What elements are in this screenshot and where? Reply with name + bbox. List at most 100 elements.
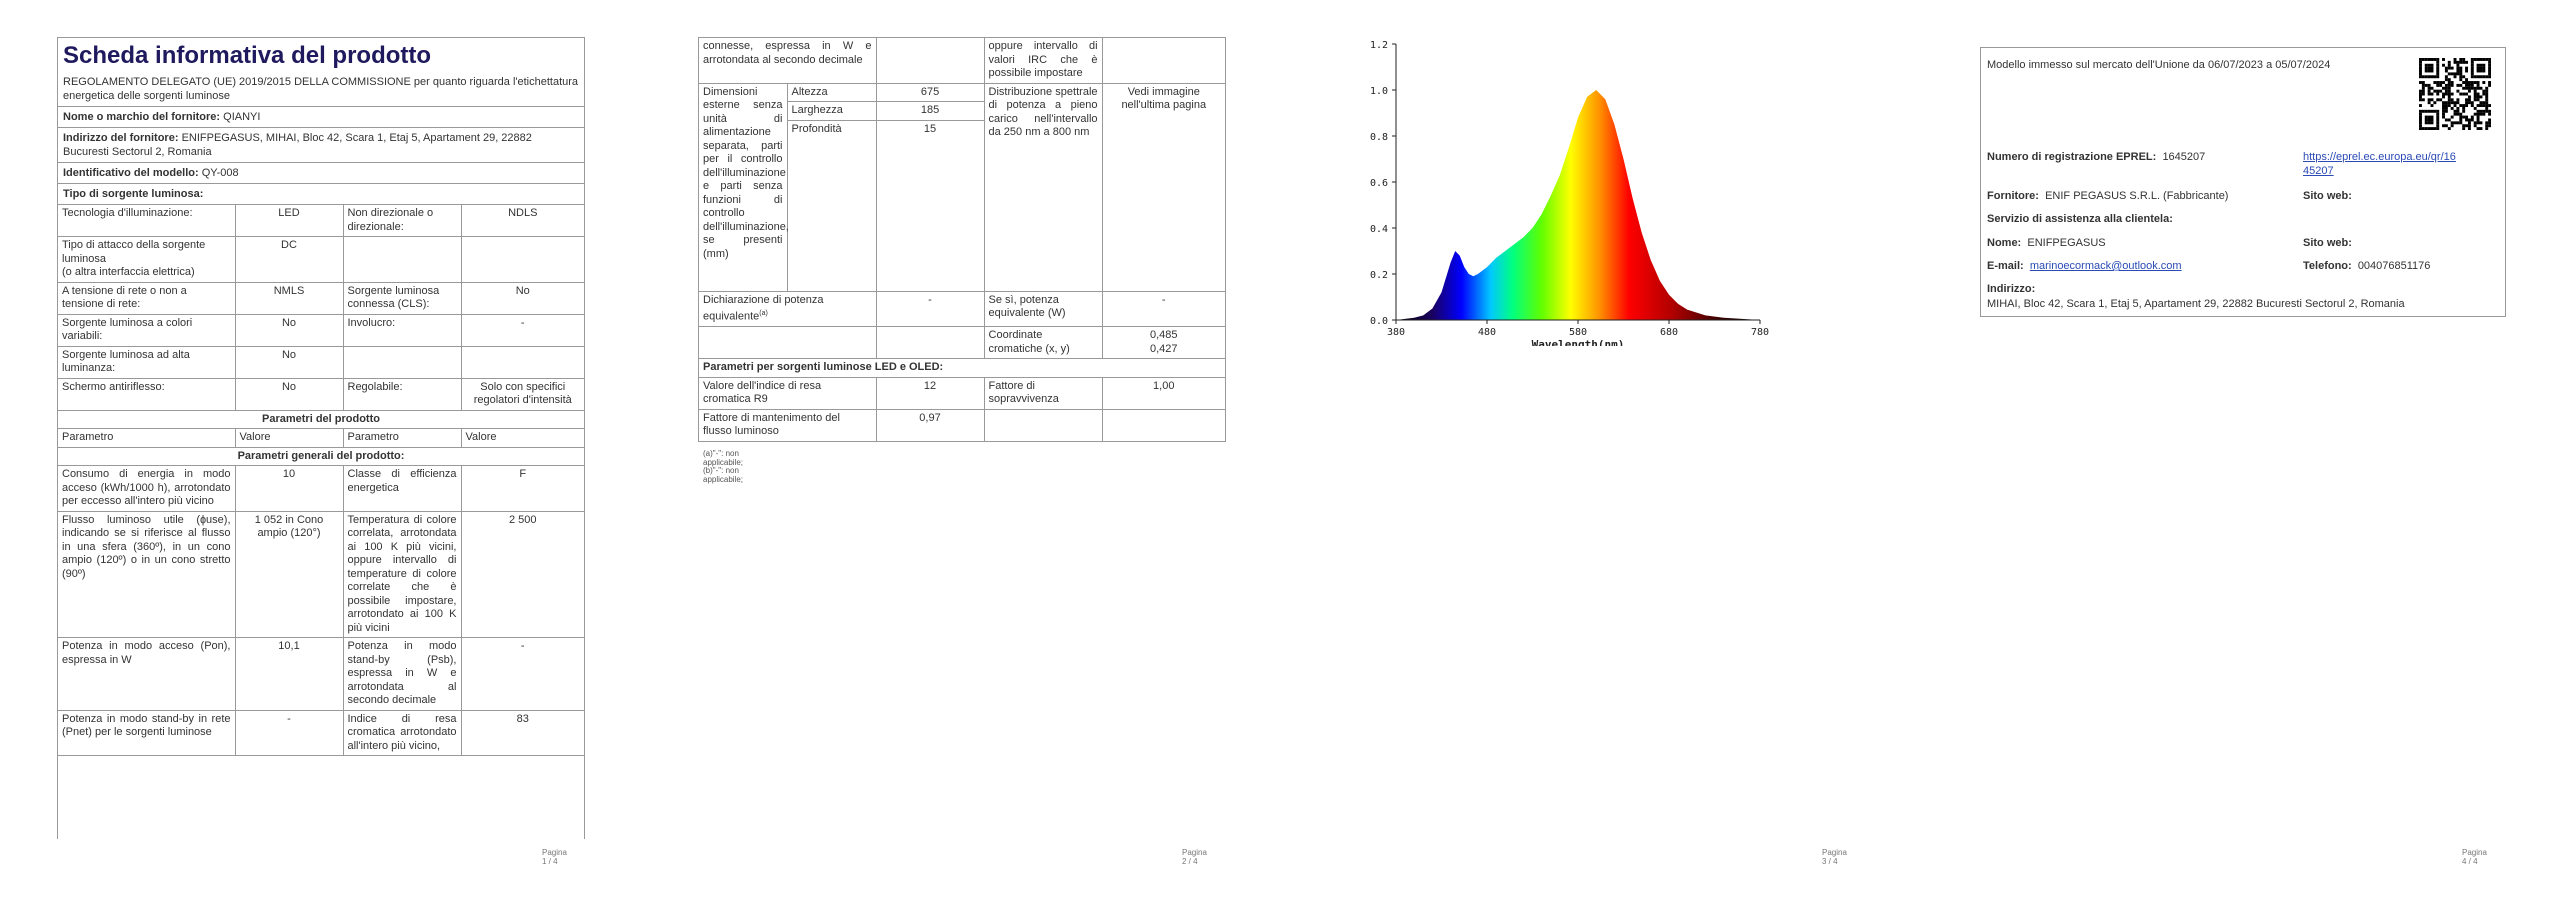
width-value: 185 (875, 101, 985, 121)
height-label: Altezza (786, 82, 877, 102)
param-value-2: F (460, 465, 584, 512)
chroma-values: 0,485 0,427 (1101, 326, 1226, 360)
email-line: E-mail: marinoecormack@outlook.com (1987, 260, 2182, 272)
eq-power-w-value: - (1101, 290, 1226, 328)
eq-power-label: Dichiarazione di potenza equivalente(a) (699, 290, 877, 328)
param-label: Potenza in modo acceso (Pon), espressa i… (58, 637, 236, 711)
maint-label: Fattore di mantenimento del flusso lumin… (699, 408, 877, 442)
param-value-2: 83 (460, 709, 584, 756)
irc-cont: oppure intervallo di valori IRC che è po… (983, 37, 1103, 84)
x-tick-label: 780 (1751, 327, 1769, 338)
row-value: No (234, 377, 344, 411)
row-value-2: No (460, 281, 584, 315)
x-tick-label: 380 (1387, 327, 1405, 338)
spectral-area (1396, 90, 1760, 320)
customer-service-heading: Servizio di assistenza alla clientela: (1987, 213, 2173, 225)
eq-power-value: - (875, 290, 985, 328)
source-type-table: Tecnologia d'illuminazione: LED Non direzi… (58, 204, 584, 756)
spd-value: Vedi immagine nell'ultima pagina (1101, 82, 1226, 292)
table-row: A tensione di rete o non a tensione di r… (58, 281, 584, 315)
chart-axes: 0.0 0.2 0.4 0.6 0.8 1.0 1.2 380 480 580 680 780 (1370, 40, 1769, 338)
param-label: Potenza in modo stand-by in rete (Pnet) … (58, 709, 236, 756)
row-label-2: Regolabile: (342, 377, 462, 411)
service-website-label: Sito web: (2303, 237, 2352, 249)
eq-power-w-label: Se sì, potenza equivalente (W) (983, 290, 1103, 328)
eprel-info-box: Modello immesso sul mercato dell'Unione … (1980, 47, 2506, 317)
footnote-a: (a)"-": non applicabile; (703, 449, 744, 467)
product-info-sheet-continued: connesse, espressa in W e arrotondata al… (698, 37, 1226, 442)
supplier-line: Fornitore: ENIF PEGASUS S.R.L. (Fabbrica… (1987, 190, 2229, 202)
y-tick-label: 0.6 (1370, 178, 1388, 189)
row-label-2: Non direzionale o direzionale: (342, 204, 462, 237)
chroma-label: Coordinate cromatiche (x, y) (983, 326, 1103, 360)
row-value-2: Solo con specifici regolatori d'intensit… (460, 377, 584, 411)
source-type-heading: Tipo di sorgente luminosa: (58, 183, 584, 204)
email-link[interactable]: marinoecormack@outlook.com (2029, 260, 2182, 272)
website-label: Sito web: (2303, 190, 2352, 202)
sheet-title: Scheda informativa del prodotto (63, 42, 432, 69)
y-tick-label: 0.2 (1370, 270, 1388, 281)
page-number: Pagina 2 / 4 (1182, 848, 1207, 866)
footnote-b: (b)"-": non applicabile; (703, 466, 744, 484)
r9-label: Valore dell'indice di resa cromatica R9 (699, 376, 877, 410)
row-label: Tecnologia d'illuminazione: (58, 204, 236, 237)
dimensions-label: Dimensioni esterne senza unità di alimen… (699, 82, 789, 292)
row-label: Schermo antiriflesso: (58, 377, 236, 411)
table-row: Sorgente luminosa ad alta luminanza: No (58, 345, 584, 379)
x-tick-label: 580 (1569, 327, 1587, 338)
supplier-name-line: Nome o marchio del fornitore: QIANYI (58, 106, 584, 127)
row-label: A tensione di rete o non a tensione di r… (58, 281, 236, 315)
r9-value: 12 (875, 376, 985, 410)
row-label: Sorgente luminosa a colori variabili: (58, 313, 236, 347)
y-tick-label: 1.2 (1370, 40, 1388, 51)
eprel-url[interactable]: https://eprel.ec.europa.eu/qr/16 45207 (2303, 151, 2456, 177)
depth-value: 15 (875, 119, 985, 292)
row-value-2: - (460, 313, 584, 347)
row-label: Sorgente luminosa ad alta luminanza: (58, 345, 236, 379)
spectral-chart: 0.0 0.2 0.4 0.6 0.8 1.0 1.2 380 480 580 680 780 Wav… (1370, 40, 1769, 346)
y-tick-label: 0.8 (1370, 132, 1388, 143)
regulation-text: REGOLAMENTO DELEGATO (UE) 2019/2015 DELL… (63, 76, 579, 102)
row-label-2 (342, 236, 462, 283)
param-label-2: Indice di resa cromatica arrotondato all… (342, 709, 462, 756)
row-value: LED (234, 204, 344, 237)
table-row: Schermo antiriflesso: No Regolabile: Solo c… (58, 377, 584, 411)
table-row: Sorgente luminosa a colori variabili: No I… (58, 313, 584, 347)
row-value: No (234, 313, 344, 347)
address-value: MIHAI, Bloc 42, Scara 1, Etaj 5, Apartam… (1987, 298, 2405, 310)
model-id: QY-008 (201, 167, 239, 179)
param-label: Consumo di energia in modo acceso (kWh/1… (58, 465, 236, 512)
param-value: 10,1 (234, 637, 344, 711)
height-value: 675 (875, 82, 985, 102)
survival-value: 1,00 (1101, 376, 1226, 410)
param-label: Flusso luminoso utile (ɸuse), indicando … (58, 510, 236, 638)
params-header: Parametri del prodotto (58, 409, 584, 429)
eprel-line: Numero di registrazione EPREL: 1645207 (1987, 151, 2206, 163)
param-label-2: Potenza in modo stand-by (Psb), espressa… (342, 637, 462, 711)
table-row: Tecnologia d'illuminazione: LED Non direzi… (58, 204, 584, 237)
y-tick-label: 0.4 (1370, 224, 1388, 235)
eprel-number: 1645207 (2162, 151, 2206, 163)
row-label-2: Involucro: (342, 313, 462, 347)
y-tick-label: 0.0 (1370, 316, 1388, 327)
param-value: 1 052 in Cono ampio (120°) (234, 510, 344, 638)
survival-label: Fattore di sopravvivenza (983, 376, 1103, 410)
row-label-2 (342, 345, 462, 379)
supplier-address-line: Indirizzo del fornitore: ENIFPEGASUS, MI… (58, 127, 584, 162)
supplier-address: ENIFPEGASUS, MIHAI, Bloc 42, Scara 1, Et… (63, 132, 532, 158)
general-params-header: Parametri generali del prodotto: (58, 446, 584, 466)
qr-code-icon (2419, 58, 2491, 130)
continued-table: connesse, espressa in W e arrotondata al… (699, 37, 1226, 442)
param-value-2: - (460, 637, 584, 711)
page-number: Pagina 1 / 4 (542, 848, 567, 866)
model-line: Identificativo del modello: QY-008 (58, 162, 584, 183)
phone-line: Telefono: 004076851176 (2303, 260, 2431, 272)
maint-value: 0,97 (875, 408, 985, 442)
row-value: No (234, 345, 344, 379)
row-label: Tipo di attacco della sorgente luminosa … (58, 236, 236, 283)
param-value: 10 (234, 465, 344, 512)
param-label-2: Classe di efficienza energetica (342, 465, 462, 512)
depth-label: Profondità (787, 119, 877, 291)
table-row: Potenza in modo acceso (Pon), espressa i… (58, 637, 584, 711)
y-tick-label: 1.0 (1370, 86, 1388, 97)
